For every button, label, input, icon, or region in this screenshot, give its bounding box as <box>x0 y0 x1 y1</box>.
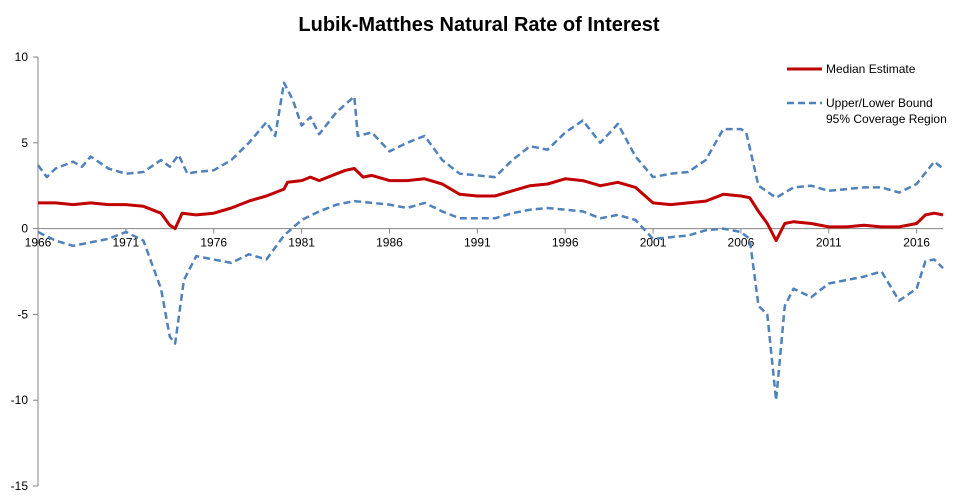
x-tick-label: 2006 <box>728 236 755 250</box>
legend-label: Upper/Lower Bound <box>826 96 933 110</box>
x-tick-label: 2011 <box>816 236 842 250</box>
y-tick-label: 10 <box>15 50 29 64</box>
y-tick-label: -5 <box>17 307 28 321</box>
legend-label: Median Estimate <box>826 62 916 76</box>
y-tick-label: -15 <box>11 479 29 493</box>
series-line-median <box>38 167 944 243</box>
y-tick-label: -10 <box>11 393 29 407</box>
x-tick-label: 1986 <box>376 236 403 250</box>
series-line-lower <box>37 199 944 402</box>
x-tick-label: 2016 <box>903 236 930 250</box>
x-tick-label: 1996 <box>552 236 579 250</box>
x-tick-label: 1976 <box>200 236 227 250</box>
x-tick-label: 1991 <box>464 236 491 250</box>
y-tick-label: 0 <box>21 222 28 236</box>
chart-title: Lubik-Matthes Natural Rate of Interest <box>298 14 660 36</box>
x-tick-label: 1966 <box>25 236 52 250</box>
legend-label: 95% Coverage Region <box>826 112 947 126</box>
x-tick-label: 1981 <box>288 236 315 250</box>
series-line-upper <box>36 81 944 199</box>
y-tick-label: 5 <box>21 136 28 150</box>
x-tick-label: 1971 <box>113 236 140 250</box>
